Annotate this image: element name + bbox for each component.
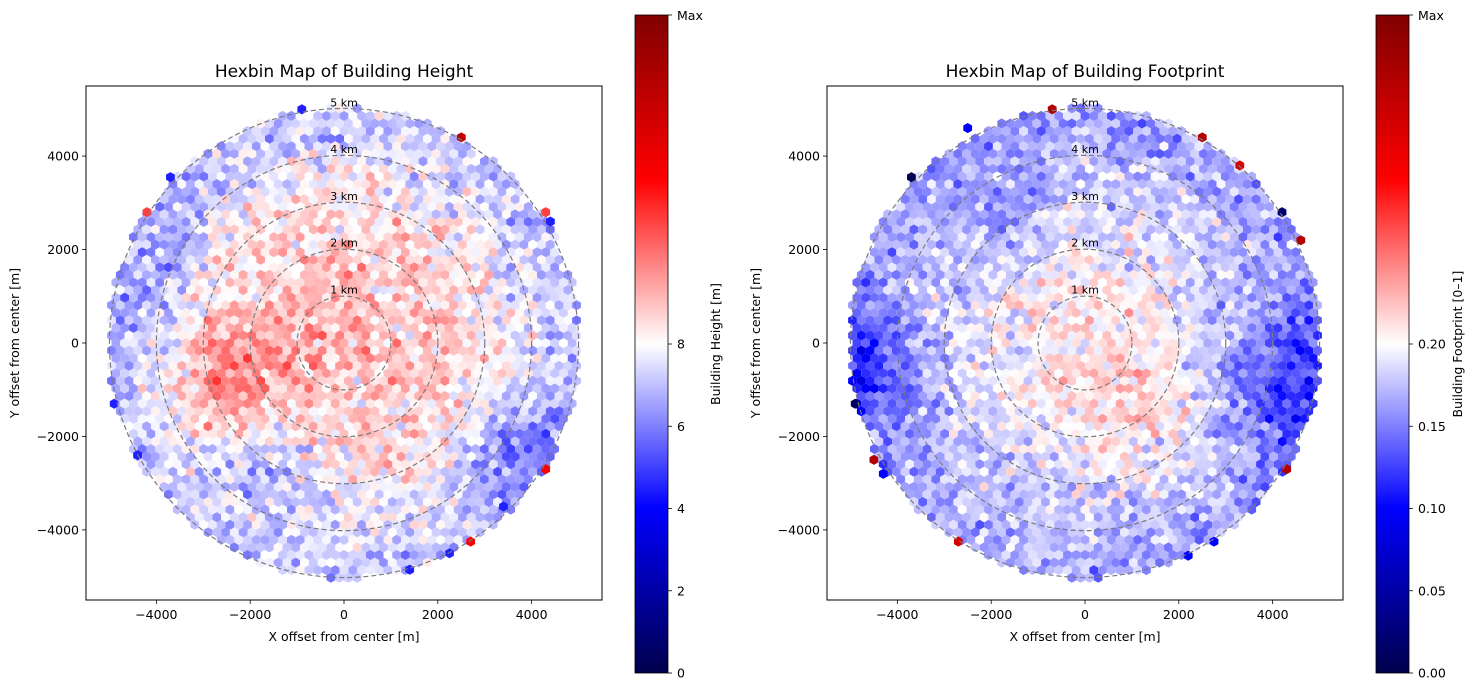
colorbar-tick-label: 6 (677, 419, 685, 434)
x-tick-label: 2000 (422, 607, 454, 622)
ring-label: 5 km (330, 96, 358, 109)
y-axis-label: Y offset from center [m] (7, 268, 22, 419)
ring-label: 1 km (330, 283, 358, 296)
x-tick-label: −2000 (229, 607, 271, 622)
y-tick-label: 0 (71, 336, 79, 351)
chart-footprint: Hexbin Map of Building Footprint 1 km2 k… (748, 8, 1465, 681)
colorbar-tick-label: 8 (677, 337, 685, 352)
colorbar-tick-label: 0 (677, 666, 685, 681)
ring-label: 3 km (330, 190, 358, 203)
hexbin-cells (848, 103, 1322, 582)
hex-cell-outlier (457, 132, 466, 142)
x-tick-label: 0 (340, 607, 348, 622)
colorbar-ticks: 0 2 4 6 8 (668, 337, 685, 681)
chart-title: Hexbin Map of Building Footprint (946, 62, 1225, 82)
ring-label: 4 km (330, 143, 358, 156)
y-tick-label: −2000 (37, 429, 79, 444)
y-tick-label: 4000 (47, 149, 79, 164)
y-ticks: −4000 −2000 0 2000 4000 (37, 149, 86, 538)
ring-label: 2 km (330, 237, 358, 250)
colorbar-tick-label: 2 (677, 583, 685, 598)
colorbar-label: Building Height [m] (708, 283, 723, 405)
colorbar-max-label: Max (677, 8, 703, 23)
y-tick-label: 2000 (47, 242, 79, 257)
colorbar-gradient (635, 15, 668, 673)
hexbin-cells (107, 103, 581, 582)
colorbar-tick-label: 4 (677, 501, 685, 516)
x-tick-label: −4000 (135, 607, 177, 622)
chart-title: Hexbin Map of Building Height (215, 62, 474, 82)
colorbar: 0 2 4 6 8 Max Building Height [m] (635, 8, 723, 681)
x-tick-label: 4000 (516, 607, 548, 622)
y-tick-label: −4000 (37, 522, 79, 537)
x-ticks: −4000 −2000 0 2000 4000 (135, 600, 547, 622)
x-axis-label: X offset from center [m] (268, 629, 419, 644)
chart-height: Hexbin Map of Building Height 1 km 2 km 3 … (7, 8, 723, 681)
